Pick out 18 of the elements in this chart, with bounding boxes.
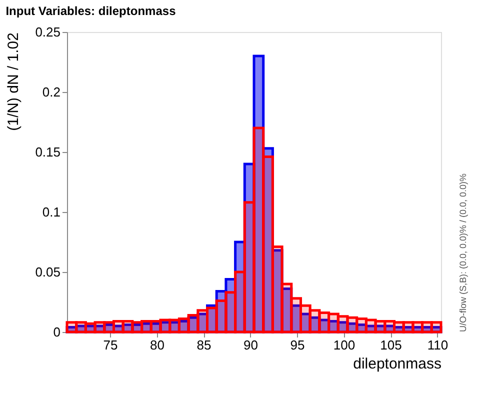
x-tick-label: 85 xyxy=(196,338,212,352)
text: U/O-flow (S,B): (0.0, 0.0)% / (0.0, 0.0)% xyxy=(458,173,468,332)
x-tick-label: 110 xyxy=(427,338,448,352)
x-tick-label: 90 xyxy=(244,338,258,352)
x-axis-title: dileptonmass xyxy=(353,356,442,372)
x-tick-label: 105 xyxy=(380,338,402,352)
y-tick-label: 0.05 xyxy=(35,264,60,280)
x-tick-label: 80 xyxy=(150,338,164,352)
y-tick-label: 0.2 xyxy=(42,84,60,100)
y-axis-title: (1/N) dN / 1.02 xyxy=(5,32,22,131)
y-tick-label: 0.1 xyxy=(42,204,60,220)
y-tick-label: 0 xyxy=(53,324,60,340)
x-tick-label: 95 xyxy=(290,338,305,352)
y-tick-label: 0.25 xyxy=(35,24,60,40)
chart-title: Input Variables: dileptonmass xyxy=(6,4,176,18)
y-tick-label: 0.15 xyxy=(35,144,60,160)
x-tick-label: 75 xyxy=(103,338,118,352)
x-tick-label: 100 xyxy=(333,338,356,352)
